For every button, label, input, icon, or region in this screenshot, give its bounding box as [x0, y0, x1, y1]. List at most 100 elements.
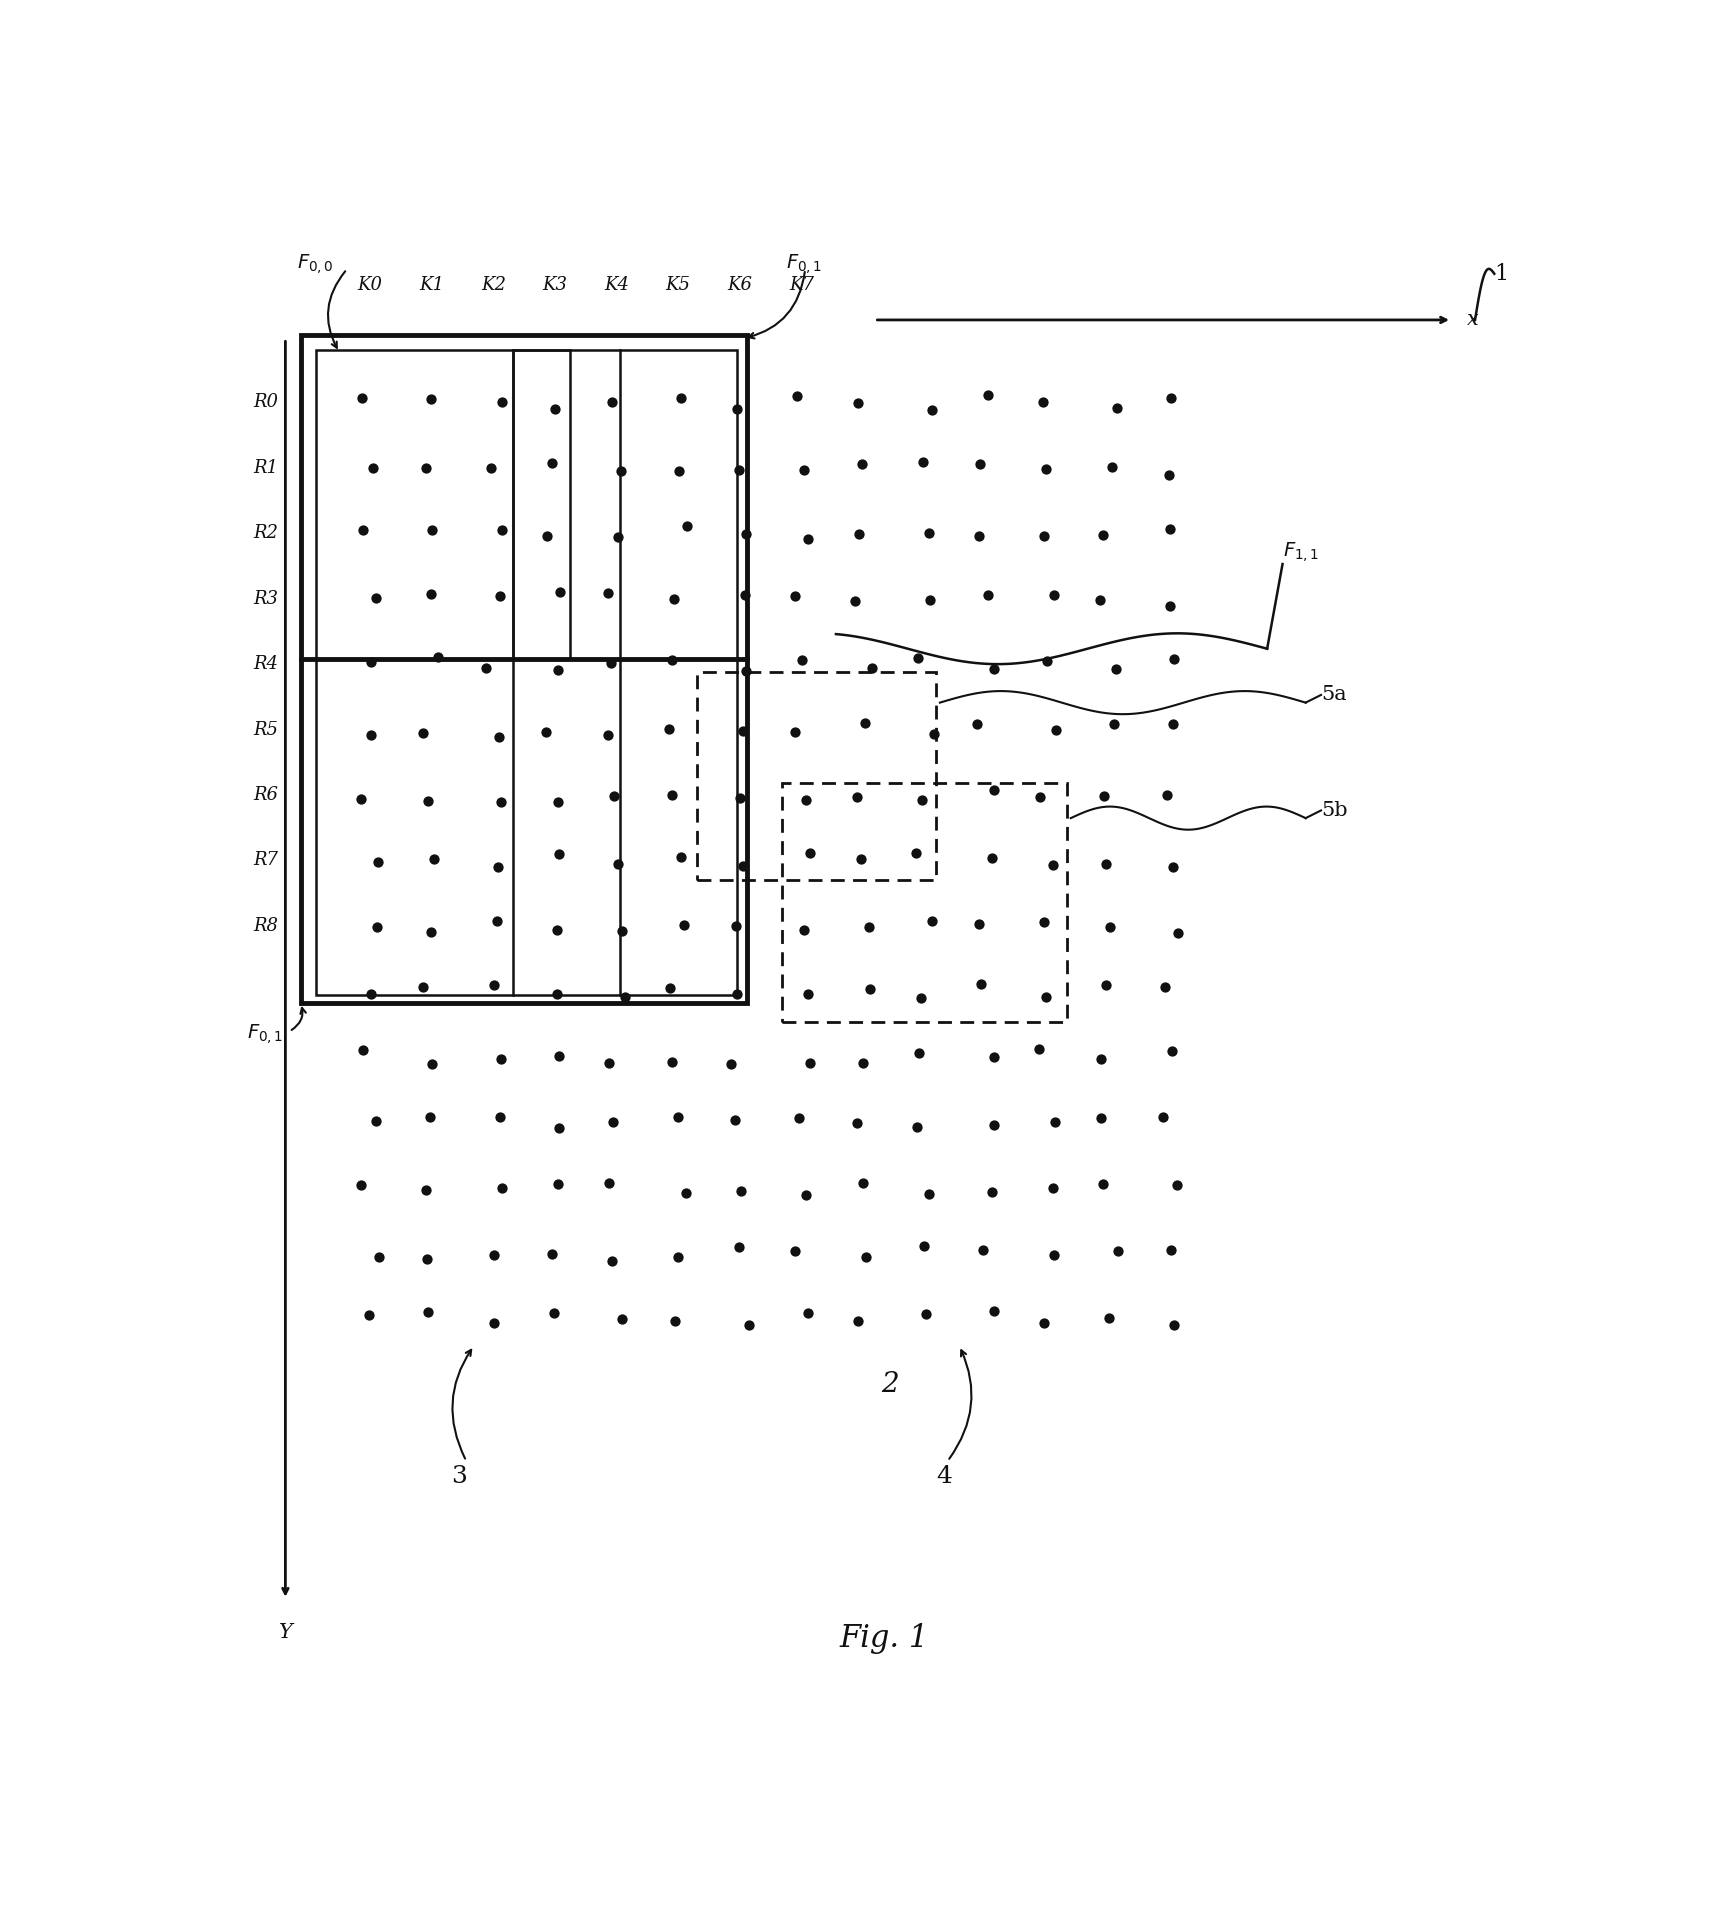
Point — [1040, 580, 1068, 611]
Point — [607, 456, 635, 487]
Point — [1033, 645, 1061, 676]
Point — [1040, 1172, 1068, 1203]
Point — [409, 718, 436, 748]
Point — [486, 580, 514, 611]
Point — [1088, 519, 1116, 550]
Text: Y: Y — [278, 1623, 292, 1642]
Point — [1090, 781, 1118, 811]
Point — [355, 1300, 383, 1331]
Point — [417, 384, 445, 414]
Point — [1159, 851, 1187, 882]
Point — [412, 1174, 440, 1205]
Point — [1164, 918, 1192, 949]
Point — [718, 1048, 745, 1079]
Point — [364, 848, 392, 878]
Point — [1092, 970, 1120, 1000]
Point — [543, 655, 571, 685]
Point — [966, 521, 994, 552]
Point — [531, 716, 559, 746]
Point — [852, 1241, 880, 1271]
Point — [728, 851, 756, 882]
Point — [797, 838, 825, 869]
Bar — [300, 334, 747, 1002]
Point — [347, 1170, 374, 1201]
Point — [1156, 460, 1183, 491]
Point — [416, 1101, 443, 1132]
Point — [656, 714, 683, 745]
Point — [543, 914, 571, 945]
Point — [547, 577, 574, 607]
Point — [1028, 386, 1056, 416]
Point — [844, 1107, 871, 1138]
Point — [963, 710, 990, 741]
Point — [599, 388, 626, 418]
Point — [599, 1245, 626, 1275]
Point — [656, 972, 683, 1002]
Bar — [781, 783, 1068, 1021]
Point — [664, 1101, 692, 1132]
Point — [1030, 1308, 1057, 1338]
Bar — [697, 672, 937, 880]
Point — [480, 1239, 507, 1269]
Point — [913, 1298, 940, 1329]
Point — [357, 720, 385, 750]
Text: K4: K4 — [604, 275, 630, 294]
Point — [419, 515, 447, 546]
Point — [671, 909, 699, 939]
Point — [1157, 384, 1185, 414]
Point — [724, 393, 752, 424]
Point — [1152, 779, 1180, 809]
Point — [794, 523, 821, 554]
Point — [980, 1296, 1007, 1327]
Text: Fig. 1: Fig. 1 — [838, 1623, 928, 1653]
Point — [488, 1172, 516, 1203]
Point — [849, 1048, 876, 1079]
Point — [975, 380, 1002, 410]
Point — [1102, 655, 1130, 685]
Point — [485, 851, 512, 882]
Bar — [316, 349, 737, 995]
Text: 5b: 5b — [1321, 802, 1347, 821]
Bar — [512, 349, 571, 659]
Point — [978, 844, 1006, 874]
Point — [857, 653, 885, 683]
Point — [733, 519, 761, 550]
Point — [545, 838, 573, 869]
Point — [1095, 1302, 1123, 1332]
Point — [1149, 1101, 1176, 1132]
Point — [1087, 1103, 1114, 1134]
Point — [478, 452, 505, 483]
Point — [919, 718, 947, 748]
Point — [485, 722, 512, 752]
Point — [966, 449, 994, 479]
Point — [488, 1044, 516, 1075]
Point — [348, 382, 376, 412]
Point — [409, 972, 436, 1002]
Point — [657, 1046, 685, 1077]
Point — [661, 584, 688, 615]
Point — [609, 1304, 637, 1334]
Text: R7: R7 — [254, 851, 279, 869]
Point — [538, 447, 566, 477]
Point — [612, 981, 640, 1012]
Point — [1099, 452, 1126, 483]
Point — [844, 783, 871, 813]
Point — [788, 643, 816, 674]
Point — [1042, 716, 1070, 746]
Point — [604, 848, 631, 878]
Point — [790, 454, 818, 485]
Point — [856, 974, 883, 1004]
Text: R5: R5 — [254, 720, 279, 739]
Point — [662, 1306, 690, 1336]
Point — [968, 970, 995, 1000]
Point — [1087, 1042, 1114, 1073]
Point — [918, 905, 945, 935]
Point — [362, 582, 390, 613]
Text: $F_{0,1}$: $F_{0,1}$ — [247, 1021, 283, 1046]
Point — [792, 785, 819, 815]
Point — [1161, 643, 1189, 674]
Point — [364, 911, 392, 941]
Point — [850, 708, 878, 739]
Point — [969, 1235, 997, 1266]
Point — [909, 447, 937, 477]
